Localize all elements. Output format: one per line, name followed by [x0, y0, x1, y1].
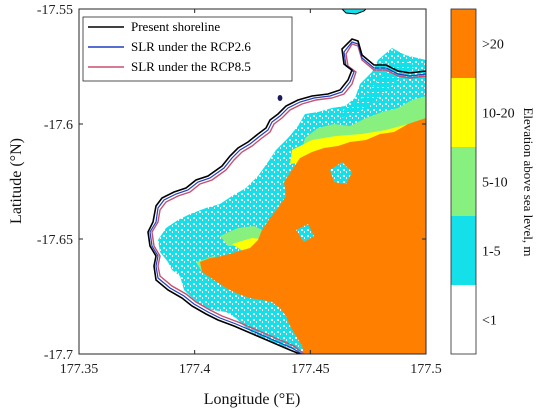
- colorbar-label: 10-20: [482, 107, 515, 122]
- colorbar-block: [451, 78, 476, 147]
- colorbar-label: 5-10: [482, 176, 508, 191]
- plot-frame: [78, 8, 427, 355]
- legend-label: SLR under the RCP8.5: [131, 59, 251, 74]
- x-tick-label: 177.35: [60, 362, 99, 377]
- colorbar-block: [451, 285, 476, 354]
- y-tick-label: -17.65: [37, 233, 73, 248]
- x-tick-label: 177.4: [179, 362, 211, 377]
- legend: Present shoreline SLR under the RCP2.6 SLR…: [82, 16, 293, 82]
- colorbar-frame: [450, 8, 477, 355]
- y-axis-ticks: -17.55 -17.6 -17.65 -17.7: [37, 3, 426, 363]
- x-axis-ticks: 177.35 177.4 177.45 177.5: [60, 9, 442, 377]
- x-axis-label: Longitude (°E): [204, 391, 301, 408]
- colorbar-block: [451, 216, 476, 285]
- colorbar-label: >20: [482, 38, 504, 53]
- legend-label: SLR under the RCP2.6: [131, 39, 251, 54]
- colorbar-block: [451, 9, 476, 78]
- colorbar: <1 1-5 5-10 10-20 >20 Elevation above sea le…: [450, 8, 536, 355]
- y-tick-label: -17.55: [37, 3, 73, 18]
- shoreline-present: [147, 38, 426, 354]
- legend-label: Present shoreline: [131, 19, 220, 34]
- shoreline-rcp85: [151, 43, 426, 354]
- islet: [277, 95, 283, 101]
- shoreline-rcp26: [149, 41, 426, 354]
- zone-over-20-notch2: [296, 224, 314, 242]
- colorbar-block: [451, 147, 476, 216]
- x-tick-label: 177.45: [291, 362, 330, 377]
- y-tick-label: -17.7: [44, 348, 73, 363]
- y-axis-label: Latitude (°N): [8, 138, 25, 224]
- zone-over-20-notch: [330, 162, 352, 184]
- colorbar-label: 1-5: [482, 245, 501, 260]
- top-fragment: [341, 9, 367, 15]
- y-tick-label: -17.6: [44, 118, 73, 133]
- x-tick-label: 177.5: [410, 362, 442, 377]
- colorbar-title: Elevation above sea level, m: [521, 107, 536, 256]
- colorbar-label: <1: [482, 314, 497, 329]
